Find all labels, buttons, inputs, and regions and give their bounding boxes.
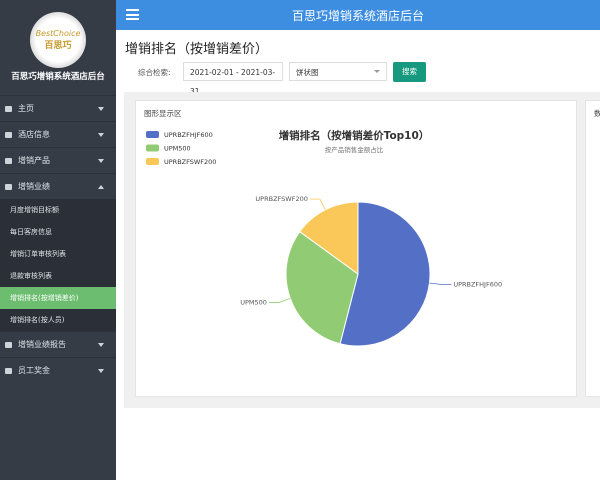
menu-toggle[interactable]: [126, 9, 139, 20]
menu-item[interactable]: 酒店信息: [0, 121, 116, 147]
slice-label: UPRBZFHJF600: [453, 281, 502, 289]
panel-title: 图形显示区: [144, 109, 182, 118]
legend-label: UPRBZFSWF200: [164, 158, 216, 166]
logo-name: 百思巧: [44, 41, 72, 51]
submenu-item[interactable]: 增销排名(按人员): [0, 309, 116, 331]
data-panel: 数: [585, 100, 600, 397]
pie-slice: [339, 201, 431, 347]
label-line: [429, 282, 452, 285]
chart-subtitle: 按产品销售金额占比: [325, 145, 384, 154]
menu-item[interactable]: 员工奖金: [0, 357, 116, 383]
sidebar: BestChoice 百思巧 百思巧增销系统酒店后台 主页 酒店信息 增销产品 增销业…: [0, 0, 116, 480]
chart-select[interactable]: 饼状图: [289, 62, 387, 81]
submenu-item[interactable]: 增销排名(按增销差价): [0, 287, 116, 309]
page-title: 增销排名（按增销差价）: [125, 42, 269, 57]
search-button[interactable]: 搜索: [393, 62, 426, 82]
top-bar: 百思巧增销系统酒店后台: [116, 0, 600, 30]
legend-swatch: [146, 131, 159, 138]
sidebar-title: 百思巧增销系统酒店后台: [11, 72, 105, 82]
filter-label: 综合检索:: [138, 68, 171, 77]
menu-item[interactable]: 增销业绩报告: [0, 331, 116, 357]
submenu-item[interactable]: 退款审核列表: [0, 265, 116, 287]
legend-label: UPRBZFHJF600: [164, 131, 213, 139]
logo-brand: BestChoice: [35, 29, 81, 38]
menu-item[interactable]: 增销业绩: [0, 173, 116, 199]
slice-label: UPRBZFSWF200: [255, 195, 307, 203]
submenu-item[interactable]: 增销订单审核列表: [0, 243, 116, 265]
legend-swatch: [146, 158, 159, 165]
submenu-item[interactable]: 月度增销目标额: [0, 199, 116, 221]
header-title: 百思巧增销系统酒店后台: [291, 9, 424, 23]
submenu-item[interactable]: 每日客房信息: [0, 221, 116, 243]
menu-item[interactable]: 主页: [0, 95, 116, 121]
panel-title: 数: [594, 109, 600, 118]
slice-label: UPM500: [240, 298, 267, 306]
legend-label: UPM500: [164, 145, 191, 153]
label-line: [309, 198, 326, 211]
menu-item[interactable]: 增销产品: [0, 147, 116, 173]
label-line: [268, 298, 291, 303]
date-range[interactable]: 2021-02-01 - 2021-03-31: [183, 62, 283, 96]
logo: BestChoice 百思巧: [30, 12, 86, 68]
menu: 主页 酒店信息 增销产品 增销业绩 月度增销目标额 每日客房信息 增销订单审核列表 退款审核列…: [0, 95, 116, 383]
legend-swatch: [146, 144, 159, 152]
chart-title: 增销排名（按增销差价Top10）: [279, 129, 430, 142]
chart-panel: 图形显示区 增销排名（按增销差价Top10） 按产品销售金额占比 UPRBZFHJF…: [135, 100, 577, 397]
chart: 增销排名（按增销差价Top10） 按产品销售金额占比 UPRBZFHJF600 UPM…: [146, 129, 502, 347]
